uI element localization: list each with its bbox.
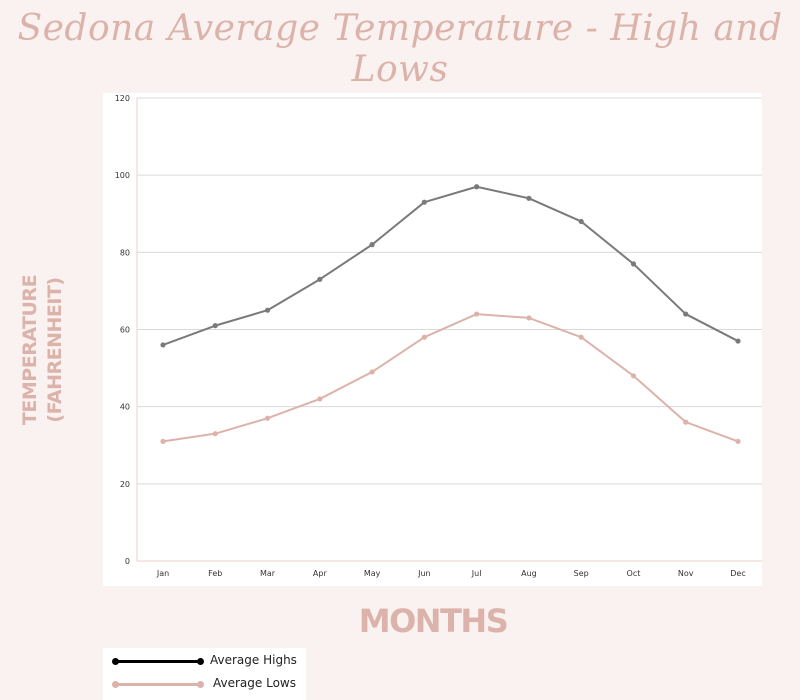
legend-item-highs: Average Highs xyxy=(103,651,306,671)
y-axis-title: TEMPERATURE (FAHRENHEIT) xyxy=(18,230,78,470)
point-average-lows-nov xyxy=(683,419,689,425)
point-average-lows-dec xyxy=(735,438,741,444)
point-average-highs-jan xyxy=(160,342,166,348)
point-average-highs-aug xyxy=(526,195,532,201)
point-average-lows-jun xyxy=(421,334,427,340)
chart-title: Sedona Average Temperature - High and Lo… xyxy=(17,8,783,90)
point-average-lows-feb xyxy=(212,431,218,437)
x-tick-label-aug: Aug xyxy=(521,569,537,578)
legend-marker-highs-start xyxy=(112,658,119,665)
point-average-lows-oct xyxy=(630,373,637,379)
point-average-lows-jan xyxy=(160,438,166,444)
point-average-highs-may xyxy=(369,242,375,248)
point-average-lows-mar xyxy=(264,415,271,421)
grid-lines xyxy=(136,97,762,562)
point-average-highs-jul xyxy=(474,184,480,190)
point-average-highs-dec xyxy=(735,338,741,344)
point-average-highs-mar xyxy=(264,307,271,313)
x-axis-ticks: Jan Feb Mar Apr May Jun Jul Aug Sep Oct Nov Dec xyxy=(156,569,746,578)
y-tick-label-80: 80 xyxy=(120,248,130,257)
point-average-highs-sep xyxy=(578,218,584,225)
y-tick-label-0: 0 xyxy=(125,557,130,566)
legend: Average Highs Average Lows xyxy=(103,648,306,700)
legend-marker-lows-start xyxy=(112,681,119,688)
legend-label-lows: Average Lows xyxy=(213,676,296,690)
point-average-highs-feb xyxy=(212,323,218,329)
y-tick-label-20: 20 xyxy=(120,480,130,489)
x-tick-label-jul: Jul xyxy=(471,569,482,578)
series-group xyxy=(160,184,741,444)
y-axis-ticks: 0 20 40 60 80 100 120 xyxy=(115,94,130,566)
x-tick-label-feb: Feb xyxy=(208,569,222,578)
point-average-lows-sep xyxy=(578,334,584,340)
point-average-lows-aug xyxy=(526,315,532,321)
point-average-highs-apr xyxy=(317,276,323,282)
x-tick-label-may: May xyxy=(364,569,381,578)
x-tick-label-sep: Sep xyxy=(574,569,589,578)
y-tick-label-60: 60 xyxy=(120,326,130,335)
point-average-highs-nov xyxy=(683,311,689,317)
line-chart: 0 20 40 60 80 100 120 Jan Feb Mar Apr May Jun Jul Aug… xyxy=(115,94,762,578)
point-average-lows-may xyxy=(369,369,375,375)
x-tick-label-apr: Apr xyxy=(313,569,328,578)
x-tick-label-mar: Mar xyxy=(260,569,276,578)
point-average-highs-jun xyxy=(421,199,427,205)
legend-marker-highs-end xyxy=(197,658,204,665)
legend-marker-lows-end xyxy=(197,681,204,688)
point-average-lows-apr xyxy=(317,396,323,402)
legend-swatch-highs xyxy=(115,660,201,663)
point-average-highs-oct xyxy=(630,261,637,267)
legend-label-highs: Average Highs xyxy=(210,653,297,667)
y-tick-label-120: 120 xyxy=(115,94,130,103)
y-axis-title-line-2: (FAHRENHEIT) xyxy=(44,277,66,423)
series-line-average-highs xyxy=(162,185,739,346)
series-line-average-lows xyxy=(162,313,739,443)
y-axis-title-line-1: TEMPERATURE xyxy=(19,274,41,426)
y-tick-label-100: 100 xyxy=(115,171,130,180)
x-tick-label-oct: Oct xyxy=(627,569,641,578)
x-tick-label-jun: Jun xyxy=(417,569,431,578)
x-tick-label-dec: Dec xyxy=(730,569,745,578)
x-tick-label-jan: Jan xyxy=(156,569,169,578)
x-axis-title: MONTHS xyxy=(358,602,509,640)
point-average-lows-jul xyxy=(474,311,480,317)
legend-item-lows: Average Lows xyxy=(103,674,306,694)
x-tick-label-nov: Nov xyxy=(678,569,694,578)
y-tick-label-40: 40 xyxy=(120,403,130,412)
legend-swatch-lows xyxy=(115,683,201,686)
